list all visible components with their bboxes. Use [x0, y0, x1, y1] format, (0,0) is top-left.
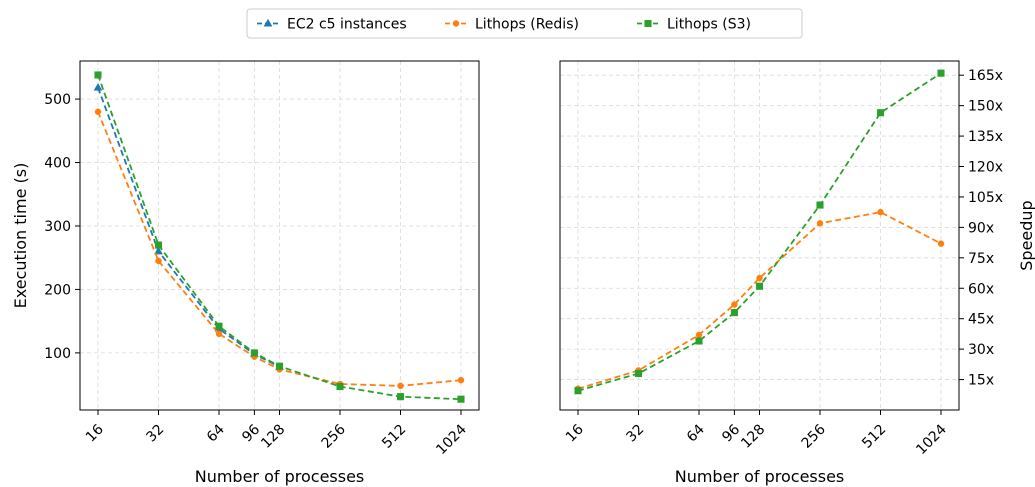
y-tick-label: 90x [968, 220, 994, 236]
x-tick-label: 64 [684, 421, 708, 445]
data-point [457, 376, 465, 384]
data-point [250, 349, 258, 357]
data-point [937, 240, 945, 247]
x-tick-label: 256 [319, 421, 349, 451]
x-axis-label: Number of processes [195, 467, 365, 486]
data-point [755, 282, 764, 290]
data-point [695, 337, 703, 345]
y-tick-label: 75x [968, 251, 994, 267]
y-tick-label: 300 [44, 219, 71, 235]
legend-label: Lithops (S3) [667, 17, 751, 33]
series-line [97, 111, 462, 387]
data-point [94, 71, 102, 79]
data-point [816, 220, 824, 227]
data-point [94, 108, 102, 116]
data-point [397, 382, 404, 390]
y-tick-label: 100 [44, 346, 71, 362]
data-point [816, 201, 824, 209]
legend-marker [452, 20, 460, 27]
y-tick-label: 135x [968, 129, 1003, 145]
x-tick-label: 1024 [433, 421, 470, 458]
y-tick-label: 105x [968, 190, 1003, 206]
data-point [937, 69, 945, 77]
legend-frame [246, 8, 803, 39]
series-line [97, 87, 280, 368]
x-tick-label: 128 [258, 422, 288, 452]
x-tick-label: 512 [859, 422, 889, 452]
x-tick-label: 128 [738, 422, 768, 452]
data-point [215, 322, 223, 330]
x-tick-label: 64 [204, 421, 228, 445]
legend-label: EC2 c5 instances [287, 17, 407, 33]
y-axis-label: Speedup [1017, 200, 1035, 270]
data-point [336, 382, 344, 391]
x-tick-label: 32 [143, 422, 167, 446]
data-point [756, 274, 763, 282]
y-tick-label: 150x [968, 99, 1003, 115]
data-point [876, 109, 885, 117]
data-point [730, 309, 738, 317]
y-axis-label: Execution time (s) [11, 163, 30, 309]
data-point [93, 82, 103, 91]
x-tick-label: 32 [623, 422, 647, 446]
legend: EC2 c5 instances Lithops (Redis) Lithops (… [246, 8, 803, 39]
data-point [275, 362, 284, 370]
data-point [154, 241, 163, 249]
data-point [731, 301, 738, 308]
y-tick-label: 400 [44, 156, 71, 172]
x-axis-label: Number of processes [675, 467, 845, 486]
y-tick-label: 200 [44, 282, 71, 298]
legend-label: Lithops (Redis) [475, 17, 579, 33]
data-point [574, 387, 582, 395]
data-point [457, 395, 465, 403]
x-tick-label: 1024 [913, 421, 950, 458]
series-line [97, 74, 462, 401]
data-point [695, 331, 703, 339]
data-point [215, 330, 223, 338]
data-point [155, 257, 162, 265]
data-point [154, 246, 163, 255]
y-tick-label: 120x [968, 160, 1003, 176]
x-tick-label: 256 [799, 421, 829, 451]
x-tick-label: 512 [379, 422, 409, 452]
y-tick-label: 60x [968, 281, 994, 297]
data-point [634, 369, 643, 378]
legend-marker [263, 18, 273, 27]
x-tick-label: 16 [83, 421, 107, 445]
data-point [396, 393, 405, 401]
legend-marker [644, 19, 652, 28]
y-tick-label: 15x [968, 373, 994, 389]
y-tick-label: 500 [44, 92, 71, 108]
y-tick-label: 30x [968, 342, 994, 358]
data-point [877, 208, 884, 216]
x-tick-label: 16 [563, 421, 587, 445]
y-tick-label: 45x [968, 312, 994, 328]
y-tick-label: 165x [968, 68, 1003, 84]
series-line [577, 72, 942, 392]
